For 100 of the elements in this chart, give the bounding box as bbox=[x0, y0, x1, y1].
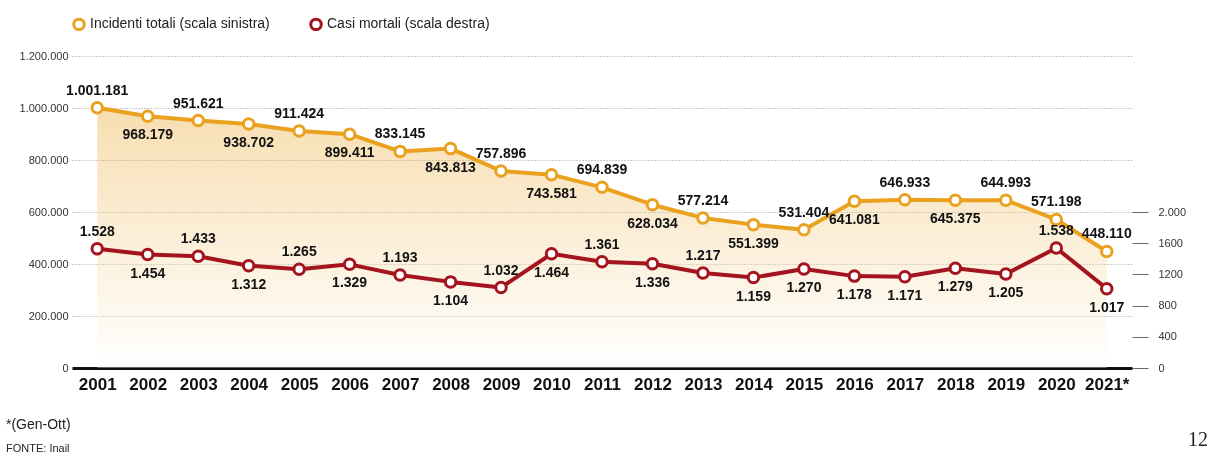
data-label: 968.179 bbox=[122, 126, 174, 143]
data-label: 448.110 bbox=[1081, 225, 1132, 242]
text: 12 bbox=[1188, 428, 1208, 451]
data-label: 1.270 bbox=[786, 278, 822, 295]
data-label: 1.336 bbox=[634, 273, 671, 290]
data-label: 911.424 bbox=[274, 105, 325, 122]
data-label: 1.017 bbox=[1089, 298, 1125, 315]
data-label: 1.361 bbox=[584, 235, 620, 252]
point bbox=[746, 270, 761, 285]
data-label: 951.621 bbox=[172, 94, 224, 111]
y-tick-label: 800.000 bbox=[28, 153, 69, 166]
point bbox=[494, 164, 508, 178]
data-label: 1.104 bbox=[433, 291, 469, 308]
point bbox=[393, 144, 407, 159]
x-tick-label: 2018 bbox=[936, 374, 975, 394]
point bbox=[342, 127, 357, 141]
point bbox=[999, 193, 1013, 208]
point bbox=[797, 223, 811, 237]
y2-tick-label: 1200 bbox=[1158, 267, 1183, 280]
y-tick-label: 0 bbox=[62, 361, 69, 374]
data-label: 899.411 bbox=[324, 144, 375, 161]
point bbox=[292, 262, 306, 277]
data-label: 694.839 bbox=[576, 161, 628, 178]
x-tick-label: 2019 bbox=[987, 374, 1026, 394]
point bbox=[241, 117, 256, 131]
data-label: 1.312 bbox=[231, 275, 267, 292]
point bbox=[797, 262, 811, 276]
data-label: 757.896 bbox=[475, 144, 527, 161]
data-label: 843.813 bbox=[425, 158, 477, 175]
data-label: 646.933 bbox=[879, 173, 931, 190]
point bbox=[595, 255, 609, 269]
y-tick-label: 600.000 bbox=[28, 205, 69, 218]
point bbox=[999, 267, 1013, 281]
x-tick-label: 2006 bbox=[331, 374, 370, 394]
data-label: 628.034 bbox=[627, 214, 678, 231]
y2-tick-label: 800 bbox=[1158, 299, 1177, 312]
data-label: 1.171 bbox=[887, 286, 923, 303]
x-tick-label: 2010 bbox=[533, 374, 571, 394]
data-label: 641.081 bbox=[829, 211, 880, 228]
point bbox=[191, 249, 205, 263]
point bbox=[443, 141, 458, 156]
point bbox=[90, 242, 104, 256]
x-tick-label: 2005 bbox=[280, 374, 319, 394]
point bbox=[595, 180, 609, 195]
point bbox=[1049, 241, 1064, 255]
data-label: 1.528 bbox=[79, 222, 115, 239]
x-tick-label: 2013 bbox=[684, 374, 723, 394]
x-tick-label: 2003 bbox=[179, 374, 218, 394]
x-tick-label: 2001 bbox=[78, 374, 117, 394]
point bbox=[544, 167, 559, 182]
x-tick-label: 2014 bbox=[735, 374, 774, 394]
data-label: 1.159 bbox=[735, 287, 772, 304]
point bbox=[140, 247, 155, 262]
data-label: 1.217 bbox=[685, 247, 721, 264]
data-label: 1.178 bbox=[836, 286, 873, 303]
data-label: 1.329 bbox=[332, 274, 368, 291]
point bbox=[494, 280, 508, 295]
point bbox=[847, 269, 862, 283]
data-label: 1.193 bbox=[382, 248, 418, 265]
text: *(Gen-Ott) bbox=[6, 416, 71, 432]
y2-tick-label: 1600 bbox=[1158, 236, 1183, 249]
point bbox=[645, 257, 660, 271]
point bbox=[393, 268, 407, 282]
point bbox=[746, 217, 761, 232]
data-label: 1.464 bbox=[534, 263, 570, 280]
y-tick-label: 400.000 bbox=[28, 257, 69, 270]
point bbox=[544, 247, 559, 261]
data-label: 531.404 bbox=[778, 203, 830, 220]
x-tick-label: 2017 bbox=[886, 374, 925, 394]
data-label: 743.581 bbox=[526, 184, 578, 201]
data-label: 938.702 bbox=[223, 133, 275, 150]
x-tick-label: 2020 bbox=[1037, 374, 1076, 394]
x-tick-label: 2007 bbox=[381, 374, 420, 394]
legend-label: Casi mortali (scala destra) bbox=[327, 15, 490, 32]
x-tick-label: 2021* bbox=[1085, 374, 1130, 394]
point bbox=[898, 193, 912, 207]
data-label: 1.205 bbox=[988, 284, 1024, 301]
data-label: 1.279 bbox=[937, 278, 974, 295]
y2-tick-label: 0 bbox=[1158, 361, 1165, 374]
y-tick-label: 1.000.000 bbox=[19, 101, 69, 114]
point bbox=[645, 197, 660, 212]
x-tick-label: 2016 bbox=[835, 374, 874, 394]
data-label: 1.032 bbox=[483, 261, 519, 278]
point bbox=[948, 261, 963, 275]
point bbox=[90, 100, 104, 115]
data-label: 571.198 bbox=[1030, 193, 1082, 210]
data-label: 1.265 bbox=[281, 243, 317, 260]
x-tick-label: 2009 bbox=[482, 374, 521, 394]
point bbox=[241, 258, 256, 273]
point bbox=[292, 124, 306, 138]
data-label: 644.993 bbox=[980, 174, 1032, 191]
x-tick-label: 2011 bbox=[584, 374, 621, 394]
data-label: 833.145 bbox=[374, 125, 426, 142]
point bbox=[696, 266, 710, 280]
point bbox=[847, 194, 862, 209]
data-label: 577.214 bbox=[677, 191, 729, 208]
x-tick-label: 2004 bbox=[230, 374, 269, 394]
x-tick-label: 2002 bbox=[129, 374, 168, 394]
point bbox=[898, 269, 912, 284]
y2-tick-label: 2.000 bbox=[1158, 205, 1187, 218]
